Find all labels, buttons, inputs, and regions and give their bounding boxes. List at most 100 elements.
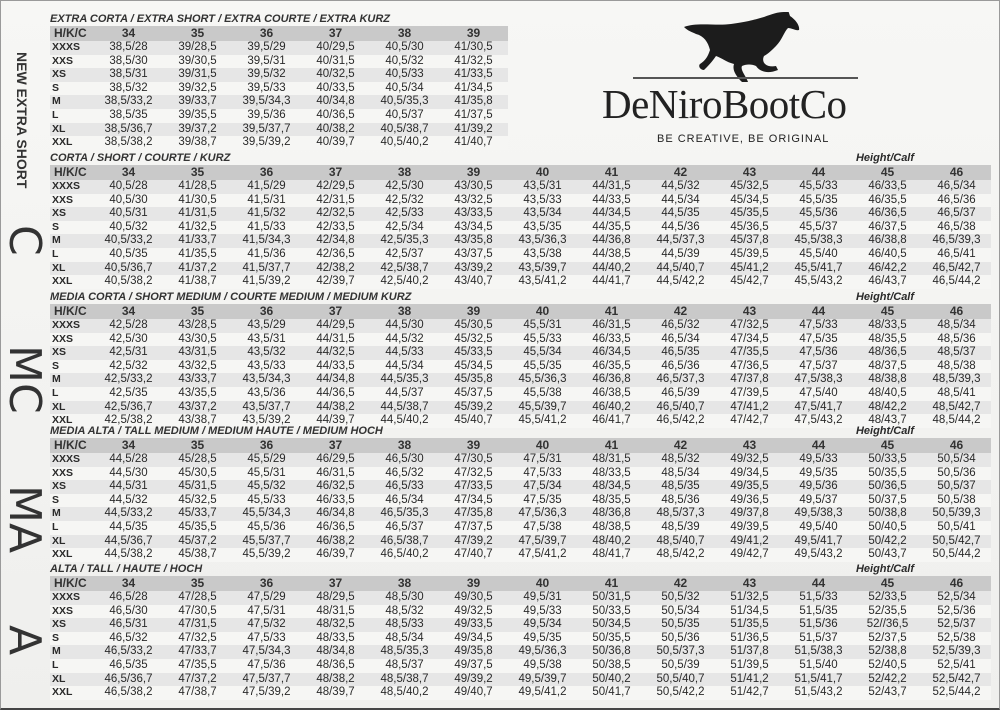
height-calf-cell: 39/31,5 xyxy=(163,68,232,82)
height-calf-cell: 46/36,8 xyxy=(577,373,646,387)
table-row: XXXS 40,5/28 41/28,5 41,5/29 42/29,5 42,5/30 4… xyxy=(50,180,991,194)
height-calf-cell: 43,5/29 xyxy=(232,319,301,333)
height-calf-cell: 42/39,7 xyxy=(301,275,370,289)
height-calf-cell: 47,5/34,3 xyxy=(232,645,301,659)
shoe-size-header: 34 xyxy=(94,438,163,453)
height-calf-cell: 51/37,8 xyxy=(715,645,784,659)
height-calf-cell: 46/33,5 xyxy=(301,493,370,508)
height-calf-cell: 48,5/35,3 xyxy=(370,645,439,659)
height-calf-cell: 50,5/38 xyxy=(922,493,991,508)
height-calf-cell: 51,5/36 xyxy=(784,618,853,632)
height-calf-cell: 42/33,5 xyxy=(301,220,370,235)
height-calf-cell: 46/33,5 xyxy=(577,332,646,347)
height-calf-cell: 39,5/32 xyxy=(232,68,301,82)
height-calf-cell: 52/38,8 xyxy=(853,645,922,659)
shoe-size-header: 42 xyxy=(646,438,715,453)
height-calf-cell: 47/36,5 xyxy=(715,359,784,374)
height-calf-cell: 46,5/33,2 xyxy=(94,645,163,659)
height-calf-cell: 48/38,2 xyxy=(301,672,370,687)
height-calf-cell: 47,5/35 xyxy=(784,332,853,347)
shoe-size-header: 43 xyxy=(715,576,784,591)
height-calf-cell: 52,5/37 xyxy=(922,618,991,632)
height-calf-cell: 49/32,5 xyxy=(439,604,508,619)
shoe-size-header: 45 xyxy=(853,165,922,180)
height-calf-cell: 42,5/38,2 xyxy=(94,414,163,428)
height-calf-cell: 48,5/32 xyxy=(370,604,439,619)
height-calf-cell: 45/41,2 xyxy=(715,261,784,276)
height-calf-cell: 40/36,5 xyxy=(301,108,370,123)
height-calf-cell: 48/34,5 xyxy=(577,480,646,494)
height-calf-cell: 41/33,7 xyxy=(163,234,232,248)
height-calf-cell: 47,5/41,2 xyxy=(508,548,577,562)
height-calf-label: Height/Calf xyxy=(855,563,915,575)
height-calf-cell: 41,5/36 xyxy=(232,247,301,262)
height-calf-cell: 48/29,5 xyxy=(301,591,370,605)
shoe-size-header: 41 xyxy=(577,576,646,591)
shoe-size-header: 36 xyxy=(232,165,301,180)
height-calf-cell: 49,5/36,3 xyxy=(508,645,577,659)
height-calf-cell: 44/32,5 xyxy=(301,346,370,360)
height-calf-cell: 40/38,2 xyxy=(301,122,370,137)
height-calf-cell: 47/30,5 xyxy=(439,453,508,467)
height-calf-cell: 46/31,5 xyxy=(301,466,370,481)
height-calf-cell: 50/38,8 xyxy=(853,507,922,521)
height-calf-cell: 47,5/36,3 xyxy=(508,507,577,521)
height-calf-cell: 48,5/34 xyxy=(646,466,715,481)
height-calf-cell: 50,5/39 xyxy=(646,658,715,673)
height-calf-cell: 38,5/36,7 xyxy=(94,122,163,137)
height-calf-cell: 46,5/38 xyxy=(922,220,991,235)
height-calf-cell: 48/33,5 xyxy=(301,631,370,646)
height-calf-cell: 46/33,5 xyxy=(853,180,922,194)
height-calf-cell: 50,5/42,2 xyxy=(646,686,715,700)
height-calf-cell: 49,5/43,2 xyxy=(784,548,853,562)
height-calf-cell: 49,5/35 xyxy=(784,466,853,481)
height-calf-cell: 49,5/37 xyxy=(784,493,853,508)
table-row: XS 44,5/31 45/31,5 45,5/32 46/32,5 46,5/33 47/… xyxy=(50,480,991,494)
height-calf-cell: 43/33,5 xyxy=(439,207,508,221)
height-calf-cell: 47/39,2 xyxy=(439,534,508,549)
height-calf-cell: 42,5/35 xyxy=(94,386,163,401)
row-size-label: S xyxy=(50,81,94,96)
row-size-label: XL xyxy=(50,534,94,549)
height-calf-cell: 46,5/32 xyxy=(94,631,163,646)
row-size-label: XXS xyxy=(50,193,94,208)
section-title: ALTA / TALL / HAUTE / HOCH xyxy=(50,563,203,575)
height-calf-cell: 48,5/30 xyxy=(370,591,439,605)
height-calf-cell: 44/31,5 xyxy=(301,332,370,347)
height-calf-cell: 39/33,7 xyxy=(163,95,232,109)
height-calf-cell: 47/30,5 xyxy=(163,604,232,619)
height-calf-cell: 49,5/39,7 xyxy=(508,672,577,687)
table-row: M 44,5/33,2 45/33,7 45,5/34,3 46/34,8 46,5/35… xyxy=(50,507,991,521)
height-calf-cell: 46/34,5 xyxy=(577,346,646,360)
height-calf-cell: 48/40,5 xyxy=(853,386,922,401)
height-calf-cell: 43/32,5 xyxy=(163,359,232,374)
height-calf-cell: 49/32,5 xyxy=(715,453,784,467)
height-calf-cell: 45/35,5 xyxy=(163,520,232,535)
height-calf-cell: 47,5/40 xyxy=(784,386,853,401)
height-calf-cell: 43/30,5 xyxy=(163,332,232,347)
header-hkc: H/K/C xyxy=(50,304,94,319)
height-calf-cell: 47,5/37 xyxy=(784,359,853,374)
height-calf-cell: 44,5/30 xyxy=(370,319,439,333)
shoe-size-header: 34 xyxy=(94,165,163,180)
height-calf-cell: 49/34,5 xyxy=(439,631,508,646)
shoe-size-header: 44 xyxy=(784,165,853,180)
height-calf-cell: 50/31,5 xyxy=(577,591,646,605)
height-calf-cell: 50,5/36 xyxy=(646,631,715,646)
height-calf-cell: 46,5/38,2 xyxy=(94,686,163,700)
height-calf-cell: 47,5/35 xyxy=(508,493,577,508)
height-calf-cell: 44,5/37 xyxy=(370,386,439,401)
height-calf-cell: 51,5/33 xyxy=(784,591,853,605)
height-calf-cell: 44/33,5 xyxy=(577,193,646,208)
height-calf-cell: 46,5/44,2 xyxy=(922,275,991,289)
shoe-size-header: 40 xyxy=(508,576,577,591)
shoe-size-header: 36 xyxy=(232,304,301,319)
height-calf-cell: 48,5/34 xyxy=(370,631,439,646)
section-side-label: NEW EXTRA SHORT xyxy=(14,52,30,189)
height-calf-cell: 48,5/37 xyxy=(370,658,439,673)
height-calf-cell: 48/35,5 xyxy=(577,493,646,508)
height-calf-cell: 46/35,5 xyxy=(853,193,922,208)
height-calf-cell: 46/36,5 xyxy=(853,207,922,221)
row-size-label: L xyxy=(50,247,94,262)
height-calf-cell: 46/35,5 xyxy=(577,359,646,374)
